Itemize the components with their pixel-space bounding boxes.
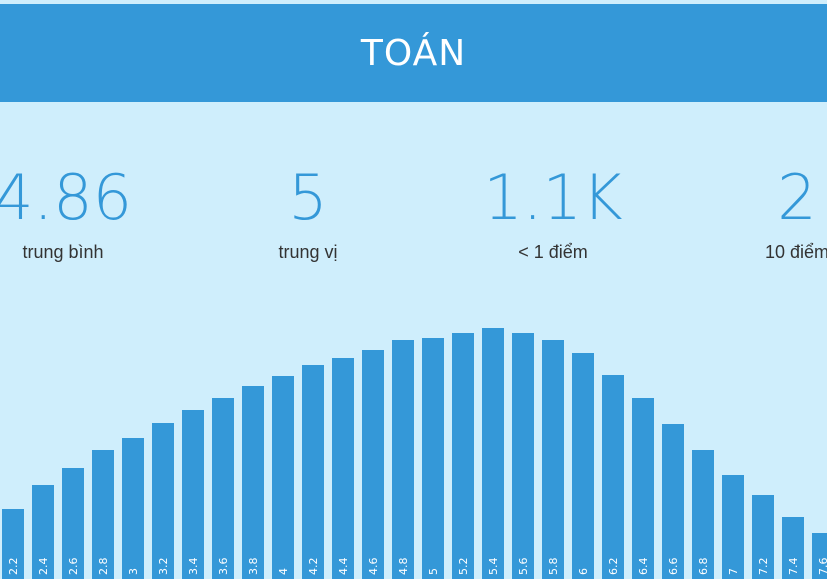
stat-perfect-score-value: 2 (777, 161, 817, 234)
bar-7.2 (752, 495, 774, 579)
bar-3.6 (212, 398, 234, 579)
bar-6.6 (662, 424, 684, 579)
bar-6 (572, 353, 594, 579)
bar-6.4 (632, 398, 654, 579)
subject-title: TOÁN (360, 32, 467, 74)
bar-3.2 (152, 423, 174, 579)
bar-label-7.4: 7.4 (787, 558, 800, 576)
bar-2.4 (32, 485, 54, 579)
bar-label-5.8: 5.8 (547, 558, 560, 576)
bar-label-3.6: 3.6 (217, 558, 230, 576)
bar-label-2.6: 2.6 (67, 558, 80, 576)
stat-below-one: 1.1K < 1 điểm (453, 160, 653, 263)
stat-median: 5 trung vị (208, 160, 408, 263)
stat-below-one-label: < 1 điểm (518, 242, 588, 262)
bar-label-4.4: 4.4 (337, 558, 350, 576)
bar-5.2 (452, 333, 474, 579)
subject-header: TOÁN (0, 4, 827, 102)
bar-4.6 (362, 350, 384, 579)
bar-6.2 (602, 375, 624, 579)
bar-label-5: 5 (427, 568, 440, 575)
bar-label-5.4: 5.4 (487, 558, 500, 576)
bar-7.4 (782, 517, 804, 579)
stat-mean-value: 4.86 (0, 161, 133, 234)
stat-below-one-value: 1.1K (483, 161, 623, 234)
bar-label-3: 3 (127, 568, 140, 575)
bar-label-5.6: 5.6 (517, 558, 530, 576)
stat-perfect-score-label: 10 điểm (764, 242, 827, 262)
bar-label-6.6: 6.6 (667, 558, 680, 576)
bar-2.2 (2, 509, 24, 579)
bar-label-6.4: 6.4 (637, 558, 650, 576)
stat-median-label: trung vị (278, 242, 338, 262)
bar-label-4.6: 4.6 (367, 558, 380, 576)
bar-2.6 (62, 468, 84, 579)
bar-label-3.2: 3.2 (157, 558, 170, 576)
bar-4.2 (302, 365, 324, 579)
bar-4.4 (332, 358, 354, 579)
bar-label-4: 4 (277, 568, 290, 575)
bar-3 (122, 438, 144, 579)
bar-label-2.8: 2.8 (97, 558, 110, 576)
bar-5.6 (512, 333, 534, 579)
bar-4.8 (392, 340, 414, 579)
bar-label-3.8: 3.8 (247, 558, 260, 576)
bar-3.8 (242, 386, 264, 579)
bar-7 (722, 475, 744, 579)
bar-5.4 (482, 328, 504, 579)
bar-label-4.2: 4.2 (307, 558, 320, 576)
stat-perfect-score: 2 10 điểm (697, 160, 827, 263)
bar-7.6 (812, 533, 827, 579)
bar-2.8 (92, 450, 114, 579)
stat-median-value: 5 (288, 161, 328, 234)
bar-label-6: 6 (577, 568, 590, 575)
bar-label-6.2: 6.2 (607, 558, 620, 576)
bar-label-7: 7 (727, 568, 740, 575)
bar-label-7.6: 7.6 (817, 558, 827, 576)
bar-label-2.2: 2.2 (7, 558, 20, 576)
bar-4 (272, 376, 294, 579)
bar-6.8 (692, 450, 714, 579)
bar-label-5.2: 5.2 (457, 558, 470, 576)
bar-label-6.8: 6.8 (697, 558, 710, 576)
bar-label-4.8: 4.8 (397, 558, 410, 576)
bar-3.4 (182, 410, 204, 579)
stat-mean: 4.86 trung bình (0, 160, 163, 263)
stat-mean-label: trung bình (22, 242, 104, 262)
bar-label-7.2: 7.2 (757, 558, 770, 576)
bar-label-2.4: 2.4 (37, 558, 50, 576)
bar-label-3.4: 3.4 (187, 558, 200, 576)
bar-5.8 (542, 340, 564, 579)
bar-5 (422, 338, 444, 579)
